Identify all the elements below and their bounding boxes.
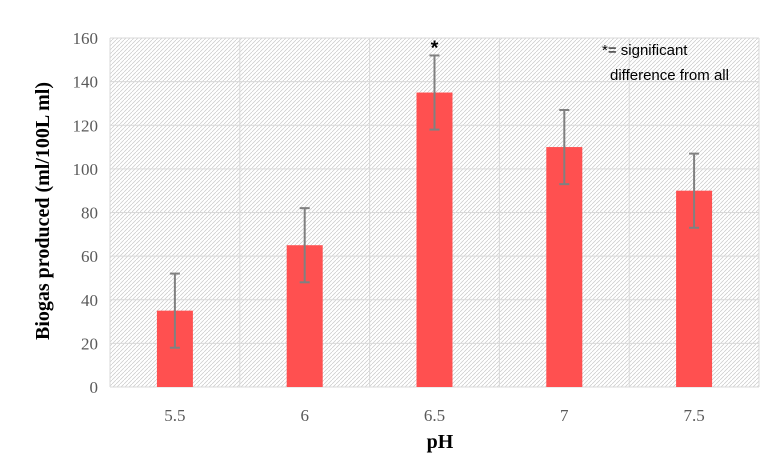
y-tick-label: 160 bbox=[73, 29, 99, 48]
error-bars bbox=[169, 54, 700, 349]
y-tick-label: 60 bbox=[81, 247, 98, 266]
y-tick-label: 0 bbox=[90, 378, 99, 397]
y-tick-label: 80 bbox=[81, 204, 98, 223]
y-tick-labels: 0 20 40 60 80 100 120 140 160 bbox=[73, 29, 99, 397]
significance-markers: * bbox=[431, 37, 439, 59]
y-tick-label: 100 bbox=[73, 160, 99, 179]
annotation-line-1: *= significant bbox=[602, 42, 688, 59]
bars bbox=[156, 92, 713, 387]
annotation-line-2: difference from all bbox=[610, 67, 729, 84]
x-tick-label: 6.5 bbox=[424, 406, 445, 425]
x-tick-label: 6 bbox=[300, 406, 309, 425]
significance-marker: * bbox=[431, 37, 439, 59]
y-tick-label: 120 bbox=[73, 116, 99, 135]
x-tick-labels: 5.5 6 6.5 7 7.5 bbox=[164, 406, 704, 425]
y-axis-title: Biogas produced (ml/100L ml) bbox=[32, 82, 54, 340]
bar bbox=[546, 147, 583, 387]
x-tick-label: 5.5 bbox=[164, 406, 185, 425]
y-tick-label: 40 bbox=[81, 291, 98, 310]
y-tick-label: 140 bbox=[73, 73, 99, 92]
x-axis-title: pH bbox=[427, 431, 454, 453]
x-tick-label: 7 bbox=[560, 406, 569, 425]
x-tick-label: 7.5 bbox=[683, 406, 704, 425]
bar bbox=[416, 92, 453, 387]
y-tick-label: 20 bbox=[81, 334, 98, 353]
